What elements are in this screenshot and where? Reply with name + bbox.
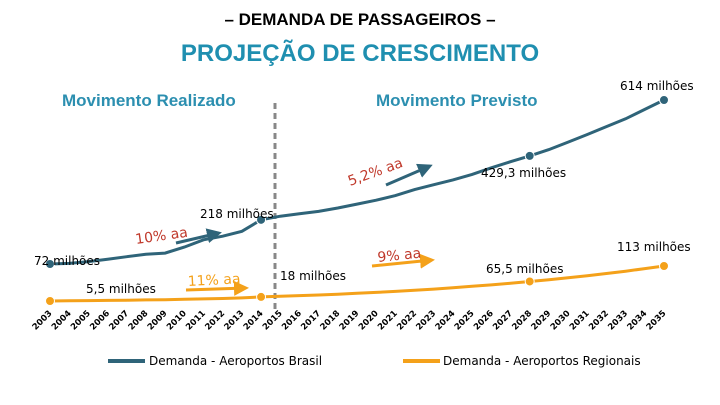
point-marker-regional-2028: [524, 276, 535, 287]
x-tick-label-2010: 2010: [165, 309, 189, 333]
growth-label-regional-forecast: 9% aa: [377, 245, 422, 265]
x-tick-label-2012: 2012: [203, 309, 227, 333]
point-marker-regional-2014: [256, 291, 267, 302]
x-tick-label-2013: 2013: [223, 309, 247, 333]
growth-arrow-regional-forecast: [371, 253, 435, 269]
series-line-regional: [49, 264, 665, 303]
x-tick-label-2024: 2024: [434, 309, 458, 333]
x-tick-label-2009: 2009: [146, 309, 170, 333]
section-forecast-label: Movimento Previsto: [376, 91, 538, 110]
value-label-brasil-2014: 218 milhões: [200, 207, 274, 221]
series-line-brasil: [49, 98, 665, 266]
x-tick-label-2016: 2016: [280, 309, 304, 333]
x-tick-label-2015: 2015: [261, 309, 285, 333]
x-tick-label-2006: 2006: [88, 309, 112, 333]
x-tick-label-2018: 2018: [318, 309, 342, 333]
x-tick-label-2031: 2031: [568, 309, 592, 333]
point-marker-brasil-2035: [659, 95, 669, 105]
growth-label-brasil-realized: 10% aa: [134, 225, 188, 248]
point-marker-brasil-2014: [256, 214, 267, 225]
point-marker-brasil-2003: [45, 259, 55, 269]
x-tick-label-2026: 2026: [472, 309, 496, 333]
growth-label-regional-realized: 11% aa: [187, 271, 240, 290]
x-tick-label-2019: 2019: [338, 309, 362, 333]
chart-subtitle: – DEMANDA DE PASSAGEIROS –: [224, 10, 496, 29]
value-label-brasil-2035: 614 milhões: [620, 79, 694, 93]
growth-arrow-brasil-forecast: [385, 163, 433, 187]
x-tick-label-2005: 2005: [69, 309, 93, 333]
chart-title: PROJEÇÃO DE CRESCIMENTO: [180, 40, 540, 67]
section-realized-label: Movimento Realizado: [62, 91, 236, 110]
growth-label-brasil-forecast: 5,2% aa: [346, 155, 405, 190]
point-marker-regional-2003: [45, 296, 55, 306]
x-tick-label-2025: 2025: [453, 309, 477, 333]
x-tick-label-2030: 2030: [549, 309, 573, 333]
x-tick-label-2011: 2011: [184, 309, 208, 333]
x-tick-label-2007: 2007: [107, 309, 131, 333]
growth-arrow-regional-realized: [185, 280, 249, 296]
growth-arrow-brasil-realized: [175, 228, 222, 245]
x-tick-label-2017: 2017: [299, 309, 323, 333]
value-label-brasil-2028: 429,3 milhões: [481, 166, 566, 180]
x-tick-label-2032: 2032: [587, 309, 611, 333]
value-label-regional-2014: 18 milhões: [280, 269, 346, 283]
x-tick-label-2033: 2033: [606, 309, 630, 333]
x-tick-label-2014: 2014: [242, 309, 266, 333]
x-tick-label-2028: 2028: [510, 309, 534, 333]
value-label-regional-2035: 113 milhões: [617, 240, 691, 254]
x-tick-label-2021: 2021: [376, 309, 400, 333]
value-label-brasil-2003: 72 milhões: [34, 254, 100, 268]
x-tick-label-2008: 2008: [127, 309, 151, 333]
legend: Demanda - Aeroportos Brasil Demanda - Ae…: [108, 354, 641, 368]
x-tick-label-2003: 2003: [31, 309, 55, 333]
legend-label-regional: Demanda - Aeroportos Regionais: [443, 354, 641, 368]
point-marker-regional-2035: [659, 261, 669, 271]
x-tick-label-2027: 2027: [491, 309, 515, 333]
x-tick-label-2022: 2022: [395, 309, 419, 333]
legend-label-brasil: Demanda - Aeroportos Brasil: [149, 354, 322, 368]
x-tick-label-2034: 2034: [625, 309, 649, 333]
x-tick-label-2004: 2004: [50, 309, 74, 333]
value-label-regional-2028: 65,5 milhões: [486, 262, 563, 276]
x-tick-label-2029: 2029: [530, 309, 554, 333]
value-label-regional-2003: 5,5 milhões: [86, 282, 156, 296]
point-marker-brasil-2028: [524, 150, 535, 161]
x-tick-label-2023: 2023: [414, 309, 438, 333]
x-tick-label-2020: 2020: [357, 309, 381, 333]
x-tick-label-2035: 2035: [645, 309, 669, 333]
